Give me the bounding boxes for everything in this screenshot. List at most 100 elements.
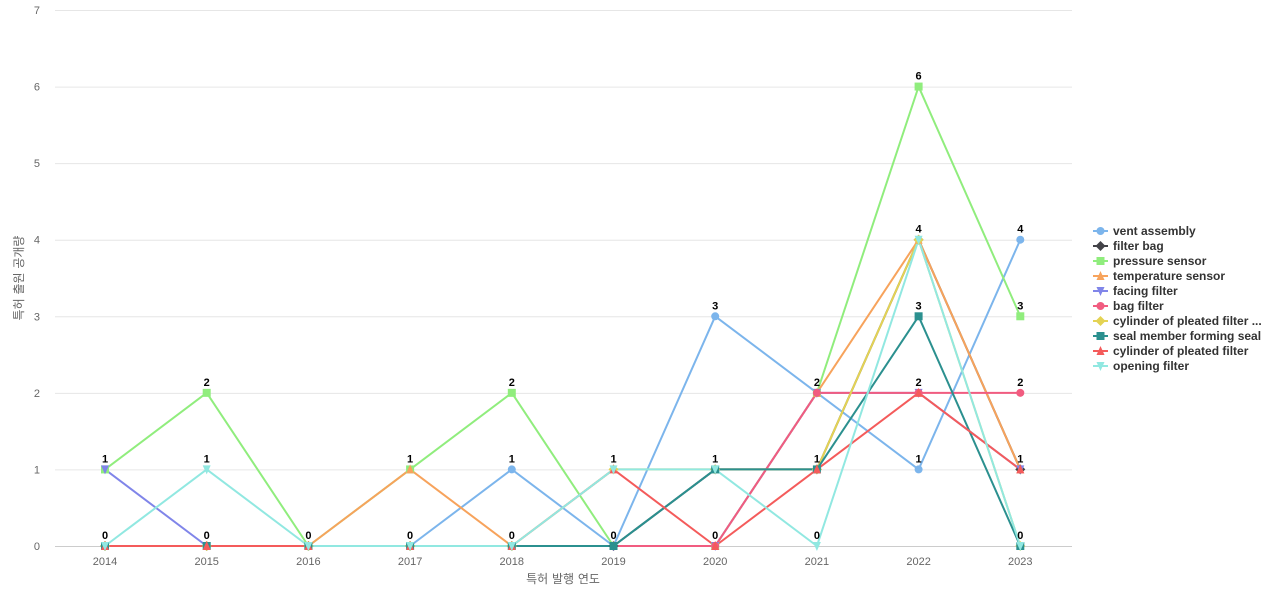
legend-label: facing filter <box>1113 284 1178 298</box>
legend-symbol[interactable] <box>1096 346 1105 355</box>
data-point-pressure-sensor[interactable] <box>914 82 923 91</box>
legend-symbol[interactable] <box>1096 332 1105 340</box>
data-point-opening-filter[interactable] <box>812 542 821 551</box>
data-point-vent-assembly[interactable] <box>711 312 720 321</box>
legend-item-filter-bag[interactable]: filter bag <box>1093 239 1164 253</box>
data-point-pressure-sensor[interactable] <box>507 388 516 397</box>
data-label: 0 <box>712 530 718 542</box>
y-tick-label: 6 <box>34 82 40 94</box>
data-labels: 1 0 2 1 0 0 1 0 2 1 0 1 0 3 1 0 2 1 0 6 4 3 2 1 4 3 2 1 0 <box>102 71 1024 542</box>
y-tick-label: 5 <box>34 158 40 170</box>
data-point-opening-filter[interactable] <box>507 542 516 551</box>
x-tick-label: 2019 <box>601 556 625 568</box>
data-point-cylinder-of-pleated-filter[interactable] <box>812 464 821 474</box>
legend-item-facing-filter[interactable]: facing filter <box>1093 284 1178 298</box>
legend-symbol[interactable] <box>1096 271 1105 280</box>
legend-symbol[interactable] <box>1096 302 1105 310</box>
legend-label: temperature sensor <box>1113 269 1225 283</box>
legend-item-cylinder-of-pleated-filter[interactable]: cylinder of pleated filter ... <box>1093 314 1262 328</box>
data-label: 2 <box>204 377 210 389</box>
legend-symbol[interactable] <box>1096 362 1105 371</box>
data-point-vent-assembly[interactable] <box>914 465 923 474</box>
data-point-cylinder-of-pleated-filter[interactable] <box>914 387 923 397</box>
data-label: 0 <box>305 530 311 542</box>
data-label: 3 <box>1017 300 1023 312</box>
y-axis-title: 특허 출원 공개량 <box>12 236 26 321</box>
data-point-opening-filter[interactable] <box>711 465 720 475</box>
data-label: 6 <box>916 71 922 83</box>
data-label: 1 <box>509 453 515 465</box>
legend-label: vent assembly <box>1113 224 1196 238</box>
x-tick-label: 2022 <box>906 556 930 568</box>
legend-label: pressure sensor <box>1113 254 1207 268</box>
data-label: 1 <box>1017 453 1023 465</box>
data-label: 4 <box>1017 224 1024 236</box>
y-tick-label: 4 <box>34 235 40 247</box>
legend-item-pressure-sensor[interactable]: pressure sensor <box>1093 254 1207 268</box>
data-point-vent-assembly[interactable] <box>507 465 516 474</box>
series-markers <box>100 82 1026 551</box>
legend-symbol[interactable] <box>1096 287 1105 296</box>
legend-symbol[interactable] <box>1096 227 1105 235</box>
legend-item-bag-filter[interactable]: bag filter <box>1093 299 1164 313</box>
data-point-cylinder-of-pleated-filter[interactable] <box>1016 464 1025 474</box>
data-point-opening-filter[interactable] <box>914 235 923 245</box>
y-tick-label: 0 <box>34 541 40 553</box>
data-label: 2 <box>916 377 922 389</box>
data-point-opening-filter[interactable] <box>1016 542 1025 551</box>
data-label: 0 <box>610 530 616 542</box>
legend-label: cylinder of pleated filter ... <box>1113 314 1262 328</box>
data-label: 0 <box>407 530 413 542</box>
data-point-bag-filter[interactable] <box>812 388 821 397</box>
data-point-vent-assembly[interactable] <box>1016 235 1025 244</box>
legend-item-seal-member-forming-seal[interactable]: seal member forming seal <box>1093 329 1261 343</box>
data-label: 2 <box>1017 377 1023 389</box>
data-point-bag-filter[interactable] <box>1016 388 1025 397</box>
data-point-opening-filter[interactable] <box>406 542 415 551</box>
x-tick-label: 2020 <box>703 556 727 568</box>
legend-item-cylinder-of-pleated-filter[interactable]: cylinder of pleated filter <box>1093 344 1249 358</box>
legend-symbol[interactable] <box>1095 316 1106 326</box>
data-point-opening-filter[interactable] <box>202 465 211 475</box>
data-point-opening-filter[interactable] <box>304 542 313 551</box>
data-point-opening-filter[interactable] <box>101 542 109 551</box>
data-label: 1 <box>610 453 616 465</box>
y-tick-label: 7 <box>34 5 40 17</box>
legend-item-temperature-sensor[interactable]: temperature sensor <box>1093 269 1225 283</box>
legend-symbol[interactable] <box>1096 257 1105 265</box>
x-axis-title: 특허 발행 연도 <box>526 571 600 586</box>
data-label: 1 <box>814 453 820 465</box>
legend-item-opening-filter[interactable]: opening filter <box>1093 359 1189 373</box>
series-lines <box>104 85 1022 547</box>
data-point-pressure-sensor[interactable] <box>1016 312 1025 321</box>
data-label: 0 <box>814 530 820 542</box>
data-label: 3 <box>916 300 922 312</box>
x-tick-label: 2015 <box>194 556 218 568</box>
data-point-seal-member-forming-seal[interactable] <box>609 542 618 550</box>
legend-label: filter bag <box>1113 239 1164 253</box>
series-line-seal-member-forming-seal <box>105 315 1022 547</box>
data-point-cylinder-of-pleated-filter[interactable] <box>711 541 720 550</box>
y-tick-label: 3 <box>34 311 40 323</box>
data-label: 0 <box>204 530 210 542</box>
data-label: 1 <box>204 453 210 465</box>
data-point-temperature-sensor[interactable] <box>406 464 415 474</box>
data-point-seal-member-forming-seal[interactable] <box>914 312 923 321</box>
legend-symbol[interactable] <box>1095 241 1106 251</box>
y-tick-label: 2 <box>34 388 40 400</box>
data-point-opening-filter[interactable] <box>609 465 618 475</box>
data-label: 1 <box>916 453 922 465</box>
data-point-facing-filter[interactable] <box>101 465 109 475</box>
x-tick-label: 2017 <box>398 556 422 568</box>
data-point-cylinder-of-pleated-filter[interactable] <box>202 541 211 550</box>
x-tick-label: 2018 <box>500 556 524 568</box>
x-tick-label: 2021 <box>805 556 829 568</box>
legend-item-vent-assembly[interactable]: vent assembly <box>1093 224 1196 238</box>
data-point-pressure-sensor[interactable] <box>202 388 211 397</box>
data-label: 0 <box>102 530 108 542</box>
data-label: 1 <box>407 453 413 465</box>
data-label: 3 <box>712 300 718 312</box>
